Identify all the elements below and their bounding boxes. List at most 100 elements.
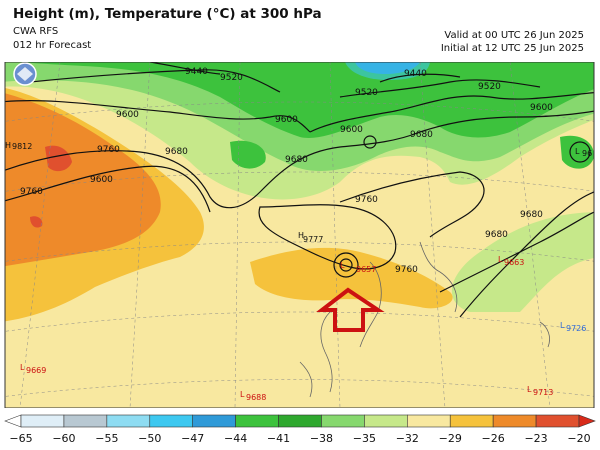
low-center: L 9688 <box>240 390 266 402</box>
temp-fill-red <box>45 145 72 172</box>
contour-label: 9680 <box>285 155 308 165</box>
graticule-longitude-3 <box>234 62 241 408</box>
map-frame <box>4 62 595 408</box>
contour-9680-left <box>5 110 594 209</box>
low-center: L 96 <box>575 147 592 158</box>
contour-label: 9440 <box>404 69 427 79</box>
colorbar-label: −60 <box>52 432 75 445</box>
colorbar-segment <box>63 414 108 428</box>
center-type: L <box>498 255 503 264</box>
contour-low-center-inner <box>339 258 353 272</box>
map-title: Height (m), Temperature (°C) at 300 hPa <box>13 6 322 22</box>
contour-9600-left <box>5 100 311 133</box>
colorbar-min-triangle <box>4 414 22 428</box>
contour-9680-east <box>439 211 594 293</box>
contour-label: 9760 <box>97 145 120 155</box>
graticule-longitude-2 <box>129 62 151 408</box>
agency-logo <box>13 62 37 86</box>
coastline-4 <box>299 361 313 398</box>
center-value: 9713 <box>533 388 553 397</box>
coastline-1 <box>320 311 333 393</box>
center-value: 96 <box>582 149 592 158</box>
colorbar-segment <box>20 414 65 428</box>
low-center: L 9726 <box>560 321 586 333</box>
graticule-latitude-4 <box>5 311 594 332</box>
center-type: L <box>340 261 345 270</box>
center-type: L <box>20 363 25 372</box>
contour-9440-left <box>149 62 221 75</box>
colorbar-label: −65 <box>9 432 32 445</box>
graticule-longitude-1 <box>19 62 61 408</box>
initial-time: Initial at 12 UTC 25 Jun 2025 <box>440 43 584 54</box>
model-name: CWA RFS <box>13 26 59 37</box>
colorbar-segment <box>407 414 451 428</box>
low-center: L 9669 <box>20 363 46 375</box>
low-center: L 9663 <box>498 255 524 267</box>
temp-fill-deep-green <box>20 62 594 138</box>
colorbar-label: −41 <box>267 432 290 445</box>
contour-label: 9600 <box>530 103 553 113</box>
contour-label: 9680 <box>165 147 188 157</box>
contour-9600-right <box>309 92 594 133</box>
high-center: H 9812 <box>5 141 32 151</box>
contour-9680-loop <box>258 204 397 270</box>
contour-label: 9680 <box>485 230 508 240</box>
contour-9520-right <box>339 79 541 98</box>
logo-emblem <box>17 67 33 81</box>
graticule <box>5 62 594 408</box>
temp-fill-red-small <box>30 216 43 228</box>
coastline-3 <box>419 241 458 313</box>
contour-label: 9520 <box>355 88 378 98</box>
contour-north-ring <box>363 135 377 149</box>
colorbar-segment <box>492 414 537 428</box>
contour-9600-east <box>459 191 594 318</box>
forecast-hour: 012 hr Forecast <box>13 40 92 51</box>
center-type: L <box>560 321 565 330</box>
contour-label: 9520 <box>220 73 243 83</box>
colorbar-label: −32 <box>396 432 419 445</box>
red-arrow-annotation <box>316 287 385 332</box>
colorbar-label: −29 <box>439 432 462 445</box>
contour-label: 9760 <box>355 195 378 205</box>
graticule-latitude-2 <box>5 171 594 192</box>
contour-9760-right <box>339 171 485 238</box>
contour-label: 9760 <box>395 265 418 275</box>
graticule-latitude-3 <box>5 241 594 262</box>
high-center: H 9777 <box>298 231 323 244</box>
colorbar-segment <box>535 414 580 428</box>
low-center: L 9713 <box>527 385 553 397</box>
contour-label: 9600 <box>90 175 113 185</box>
contour-label: 9520 <box>478 82 501 92</box>
colorbar-label: −26 <box>482 432 505 445</box>
center-value: 9663 <box>504 258 524 267</box>
colorbar-label: −23 <box>524 432 547 445</box>
colorbar-segment <box>106 414 151 428</box>
contour-label: 9680 <box>410 130 433 140</box>
contour-label: 9680 <box>520 210 543 220</box>
colorbar-segment <box>149 414 193 428</box>
colorbar-label: −44 <box>224 432 247 445</box>
coastline-5 <box>539 321 550 348</box>
graticule-longitude-4 <box>329 62 341 408</box>
contour-label: 9440 <box>185 67 208 77</box>
center-value: 9777 <box>303 235 323 244</box>
colorbar-segment <box>235 414 279 428</box>
center-value: 9688 <box>246 393 266 402</box>
colorbar-segment <box>192 414 236 428</box>
temperature-colorbar: −65 −60 −55 −50 −47 −44 −41 −38 −35 −32 −29 −26 −23 −… <box>4 414 596 445</box>
colorbar-label: −35 <box>353 432 376 445</box>
colorbar-max-triangle <box>578 414 596 428</box>
low-center: L 9657 <box>340 261 376 274</box>
center-type: L <box>240 390 245 399</box>
contour-east-low <box>569 141 591 163</box>
contour-low-center <box>333 252 359 278</box>
contour-9760-left <box>5 165 211 213</box>
header: Height (m), Temperature (°C) at 300 hPa … <box>0 0 600 62</box>
temp-fill-dark-orange <box>5 93 161 267</box>
graticule-longitude-5 <box>419 62 446 408</box>
contour-label: 9760 <box>20 187 43 197</box>
center-value: 9669 <box>26 366 46 375</box>
temp-fill-orange-right <box>250 247 453 309</box>
contour-9440-right <box>379 73 461 83</box>
center-value: 9812 <box>12 142 32 151</box>
